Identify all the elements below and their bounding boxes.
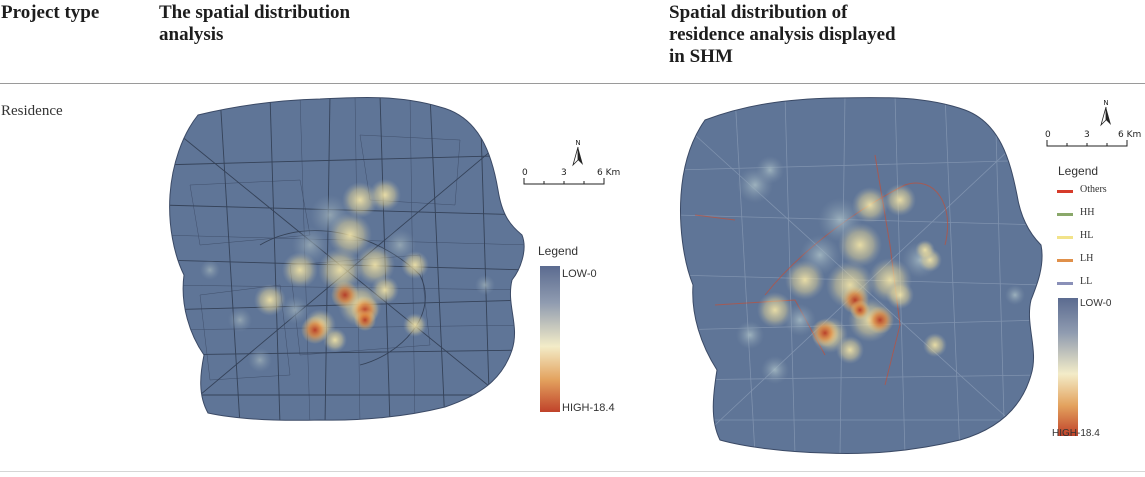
ramp-low-label: LOW-0 xyxy=(1080,298,1112,309)
header-spatial-distribution: The spatial distribution analysis xyxy=(159,2,419,46)
scale-label: 3 xyxy=(561,168,567,178)
table-rule-top xyxy=(0,83,1145,84)
ramp-low-label: LOW-0 xyxy=(562,268,597,280)
legend-swatch-lh xyxy=(1057,259,1073,262)
header-line: Spatial distribution of xyxy=(669,2,848,23)
scale-label: 0 xyxy=(522,168,528,178)
legend-swatch-hl xyxy=(1057,236,1073,239)
north-arrow-icon: N xyxy=(1100,99,1111,127)
legend-label-hl: HL xyxy=(1080,230,1094,241)
scale-bar xyxy=(523,178,605,185)
scale-label: 3 xyxy=(1084,130,1090,140)
heatmap-left xyxy=(169,97,525,421)
ramp-high-label: HIGH-18.4 xyxy=(1052,428,1100,439)
color-ramp xyxy=(1058,298,1078,436)
legend-label-ll: LL xyxy=(1080,276,1093,287)
row-label-residence: Residence xyxy=(1,103,63,119)
ramp-high-label: HIGH-18.4 xyxy=(562,402,615,414)
legend-swatch-hh xyxy=(1057,213,1073,216)
legend-swatch-ll xyxy=(1057,282,1073,285)
color-ramp xyxy=(540,266,560,412)
header-shm-distribution: Spatial distribution of residence analys… xyxy=(669,2,969,68)
legend-title: Legend xyxy=(1058,164,1099,178)
scale-label: 6 Km xyxy=(597,168,621,178)
header-line: in SHM xyxy=(669,46,733,67)
legend-swatch-others xyxy=(1057,190,1073,193)
legend-title: Legend xyxy=(538,244,579,258)
header-line: residence analysis displayed xyxy=(669,24,896,45)
svg-text:N: N xyxy=(1103,99,1108,107)
header-line: analysis xyxy=(159,24,224,45)
scale-label: 0 xyxy=(1045,130,1051,140)
header-project-type: Project type xyxy=(1,2,100,23)
legend-label-others: Others xyxy=(1080,184,1107,195)
scale-bar xyxy=(1046,140,1128,147)
scale-label: 6 Km xyxy=(1118,130,1142,140)
table-rule-bottom xyxy=(0,471,1145,472)
north-arrow-icon: N xyxy=(572,139,583,167)
legend-label-hh: HH xyxy=(1080,207,1095,218)
header-line: The spatial distribution xyxy=(159,2,351,23)
svg-text:N: N xyxy=(575,139,580,147)
heatmap-right xyxy=(680,96,1043,454)
legend-label-lh: LH xyxy=(1080,253,1094,264)
